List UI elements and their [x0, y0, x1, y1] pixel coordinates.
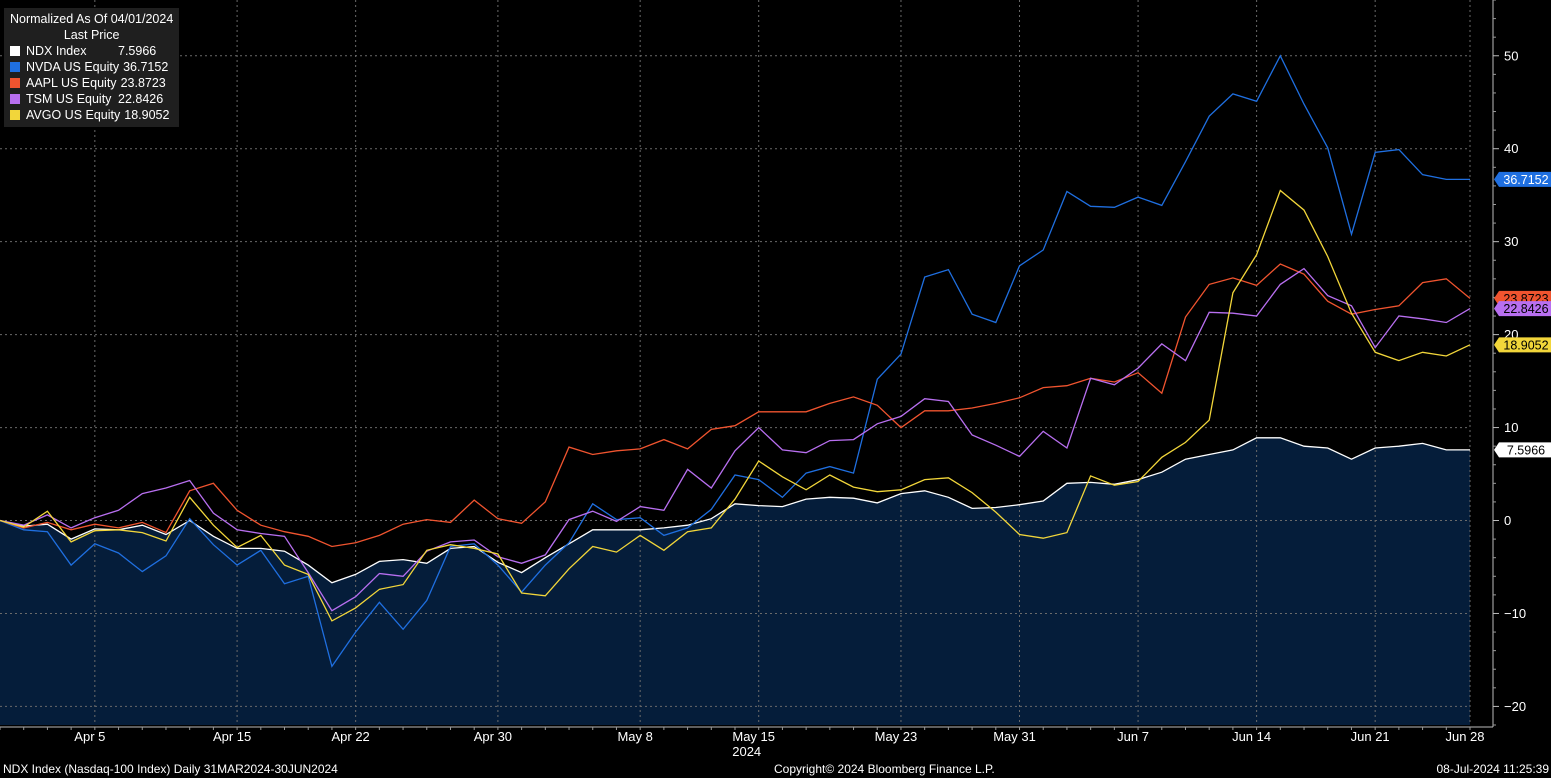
chart-legend: Normalized As Of 04/01/2024 Last Price N… — [4, 8, 180, 127]
last-value-badge-3 — [1494, 301, 1551, 317]
last-value-label-1: 36.7152 — [1503, 173, 1548, 187]
legend-value-avgo: 18.9052 — [124, 108, 170, 122]
y-tick-label: 0 — [1504, 513, 1511, 528]
y-tick-label: 10 — [1504, 420, 1518, 435]
series-line-2 — [0, 263, 1471, 548]
last-value-label-4: 18.9052 — [1503, 338, 1548, 352]
x-tick-label: May 8 — [617, 729, 652, 744]
legend-item-nvda: NVDA US Equity 36.7152 — [10, 59, 173, 75]
x-tick-label: Apr 15 — [213, 729, 251, 744]
legend-item-aapl: AAPL US Equity 23.8723 — [10, 75, 173, 91]
y-tick-label: 40 — [1504, 141, 1518, 156]
legend-swatch-avgo — [10, 110, 20, 120]
y-tick-label: −10 — [1504, 606, 1526, 621]
legend-swatch-tsm — [10, 94, 20, 104]
x-tick-label: Jun 21 — [1351, 729, 1390, 744]
y-tick-label: −20 — [1504, 699, 1526, 714]
x-tick-label: May 31 — [993, 729, 1036, 744]
legend-item-avgo: AVGO US Equity 18.9052 — [10, 107, 173, 123]
legend-name-aapl: AAPL US Equity — [26, 76, 117, 90]
legend-swatch-aapl — [10, 78, 20, 88]
x-year-label: 2024 — [732, 744, 761, 759]
x-tick-label: Apr 30 — [474, 729, 512, 744]
last-value-badge-1 — [1494, 171, 1551, 187]
last-value-label-3: 22.8426 — [1503, 302, 1548, 316]
ndx-area-fill — [0, 437, 1470, 725]
x-tick-label: Jun 7 — [1117, 729, 1149, 744]
y-tick-label: 50 — [1504, 48, 1518, 63]
x-tick-label: May 23 — [875, 729, 918, 744]
series-line-1 — [0, 54, 1470, 668]
legend-title: Normalized As Of 04/01/2024 — [10, 12, 174, 26]
x-tick-label: Jun 14 — [1232, 729, 1271, 744]
legend-swatch-ndx — [10, 46, 20, 56]
legend-name-ndx: NDX Index — [26, 44, 87, 58]
x-tick-label: May 15 — [732, 729, 775, 744]
legend-item-tsm: TSM US Equity 22.8426 — [10, 91, 173, 107]
legend-subtitle: Last Price — [63, 28, 120, 42]
legend-value-aapl: 23.8723 — [120, 76, 166, 90]
legend-swatch-nvda — [10, 62, 20, 72]
y-tick-label: 30 — [1504, 234, 1518, 249]
legend-name-avgo: AVGO US Equity — [26, 108, 121, 122]
footer-timestamp: 08-Jul-2024 11:25:39 — [1436, 762, 1549, 776]
x-tick-label: Apr 22 — [331, 729, 369, 744]
series-line-3 — [0, 267, 1471, 612]
legend-item-ndx: NDX Index 7.5966 — [10, 43, 173, 59]
footer-security-description: NDX Index (Nasdaq-100 Index) Daily 31MAR… — [3, 762, 338, 776]
legend-value-nvda: 36.7152 — [123, 60, 169, 74]
x-tick-label: Jun 28 — [1445, 729, 1484, 744]
last-value-badge-0 — [1494, 442, 1551, 458]
footer-copyright: Copyright© 2024 Bloomberg Finance L.P. — [774, 762, 995, 776]
legend-value-ndx: 7.5966 — [118, 44, 157, 58]
legend-value-tsm: 22.8426 — [118, 92, 164, 106]
last-value-badge-4 — [1494, 337, 1551, 353]
x-tick-label: Apr 5 — [74, 729, 105, 744]
series-line-4 — [0, 189, 1471, 622]
legend-name-tsm: TSM US Equity — [26, 92, 112, 106]
last-value-label-0: 7.5966 — [1507, 443, 1545, 457]
series-line-0 — [0, 437, 1470, 584]
legend-name-nvda: NVDA US Equity — [26, 60, 120, 74]
